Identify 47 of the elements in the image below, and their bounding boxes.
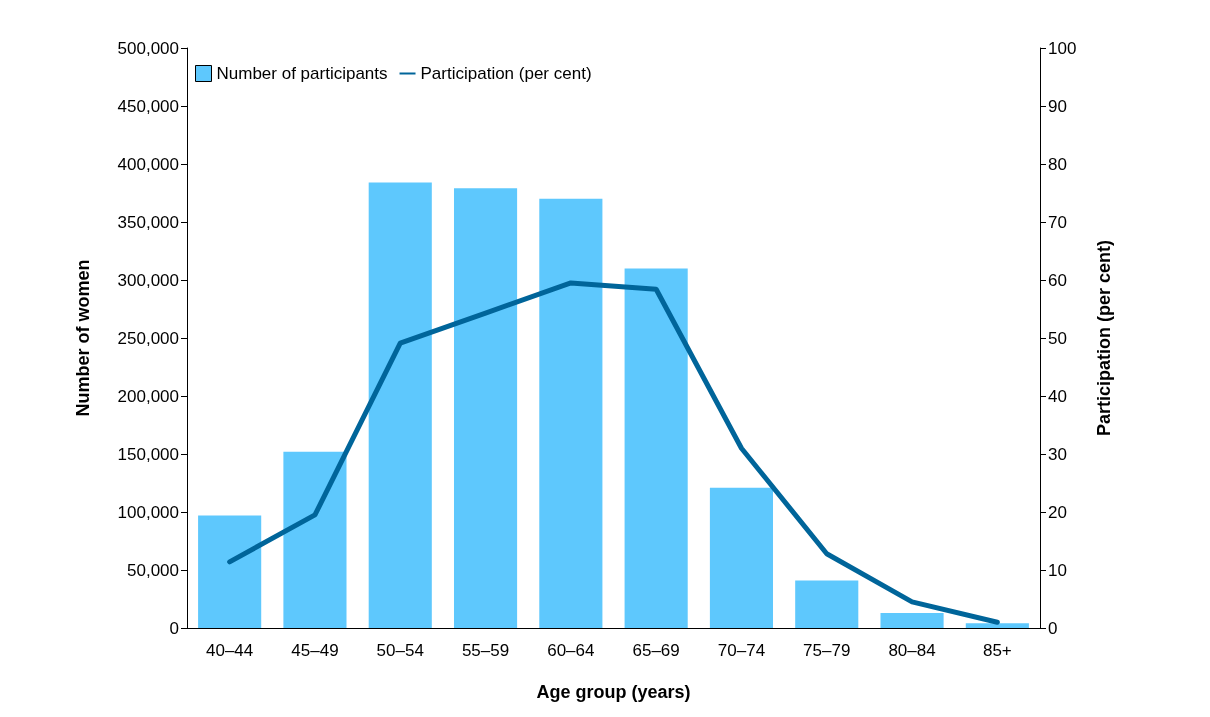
x-tick-label: 60–64 <box>547 641 595 660</box>
bar <box>965 623 1029 628</box>
y-tick-label: 250,000 <box>117 328 179 348</box>
y-tick-label: 350,000 <box>117 212 179 232</box>
bar <box>539 198 603 628</box>
y-tick-label: 50,000 <box>127 560 179 580</box>
bar <box>283 451 347 628</box>
y2-axis-title: Participation (per cent) <box>1094 239 1114 437</box>
legend-label: Number of participants <box>216 64 388 83</box>
y2-tick-label: 100 <box>1048 38 1077 58</box>
y2-tick-label: 90 <box>1048 96 1067 116</box>
y2-tick-label: 40 <box>1048 386 1067 406</box>
y2-tick-label: 20 <box>1048 502 1067 522</box>
y-axis-title: Number of women <box>73 259 93 417</box>
x-tick-label: 75–79 <box>803 641 851 660</box>
y-tick-label: 400,000 <box>117 154 179 174</box>
bar <box>198 515 262 628</box>
x-tick-label: 50–54 <box>376 641 424 660</box>
y-tick-label: 450,000 <box>117 96 179 116</box>
y2-tick-label: 10 <box>1048 560 1067 580</box>
y-tick-label: 150,000 <box>117 444 179 464</box>
bar <box>453 188 518 628</box>
x-tick-label: 70–74 <box>717 641 766 660</box>
x-tick-label: 45–49 <box>291 641 339 660</box>
legend-label: Participation (per cent) <box>420 64 592 83</box>
y2-tick-label: 70 <box>1048 212 1067 232</box>
x-tick-label: 85+ <box>982 641 1012 660</box>
x-tick-label: 80–84 <box>888 641 936 660</box>
y2-tick-label: 30 <box>1048 444 1067 464</box>
y-tick-label: 100,000 <box>117 502 179 522</box>
x-axis-title: Age group (years) <box>536 682 691 702</box>
bar <box>880 612 944 628</box>
bar <box>624 268 688 628</box>
y-tick-label: 300,000 <box>117 270 179 290</box>
x-tick-label: 65–69 <box>632 641 680 660</box>
y2-tick-label: 0 <box>1048 618 1058 638</box>
y-tick-label: 200,000 <box>117 386 179 406</box>
y2-tick-label: 80 <box>1048 154 1067 174</box>
y-tick-label: 0 <box>169 618 179 638</box>
y2-tick-label: 50 <box>1048 328 1067 348</box>
y-tick-label: 500,000 <box>117 38 179 58</box>
x-tick-label: 55–59 <box>461 641 510 660</box>
y2-tick-label: 60 <box>1048 270 1067 290</box>
bar <box>709 487 774 628</box>
bar <box>795 580 859 628</box>
x-tick-label: 40–44 <box>206 641 254 660</box>
bar <box>368 182 432 628</box>
